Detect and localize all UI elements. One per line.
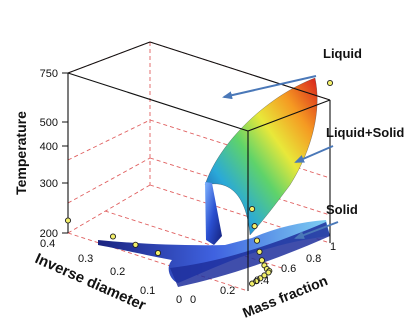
x-axis-ticks: 0 0.2 0.4 0.6 0.8 1 [190, 241, 336, 306]
eutectic-data-point [265, 269, 272, 276]
z-axis-title: Temperature [13, 111, 29, 195]
liquidus-data-point [256, 248, 263, 255]
region-label-liquid-solid: Liquid+Solid [326, 125, 404, 140]
y-tick-0: 0 [176, 294, 182, 306]
y-tick-0.2: 0.2 [110, 266, 125, 278]
z-tick-750: 750 [40, 68, 58, 80]
solid-arrow [294, 221, 339, 239]
liquidus-data-point [249, 205, 256, 213]
liquidus-left-wedge [205, 182, 222, 245]
solid-slab [170, 222, 330, 287]
x-tick-0: 0 [190, 294, 196, 306]
region-label-solid: Solid [326, 202, 358, 217]
region-label-liquid: Liquid [323, 46, 362, 61]
liquidus-surface [204, 77, 318, 236]
eutectic-data-point [261, 272, 268, 279]
liquidus-data-point [253, 237, 261, 244]
eutectic-data-point [132, 241, 139, 248]
eutectic-surface [98, 220, 330, 283]
y-tick-0.4: 0.4 [40, 238, 55, 250]
x-tick-0.8: 0.8 [306, 253, 321, 265]
x-tick-0.2: 0.2 [220, 285, 235, 297]
data-points [64, 79, 334, 287]
box-frame [67, 41, 331, 291]
eutectic-data-point [109, 233, 117, 240]
liquid-solid-arrow [294, 145, 334, 163]
eutectic-data-point [154, 249, 162, 257]
x-tick-1: 1 [330, 241, 336, 253]
z-tick-200: 200 [40, 228, 58, 240]
eutectic-data-point [257, 275, 264, 282]
liquidus-data-point [251, 223, 258, 230]
x-tick-0.6: 0.6 [281, 263, 296, 275]
z-tick-500: 500 [40, 117, 58, 129]
z-tick-400: 400 [40, 141, 58, 153]
y-tick-0.1: 0.1 [140, 285, 155, 297]
y-axis-ticks: 0.4 0.3 0.2 0.1 0 [40, 238, 182, 306]
z-axis-ticks: 750 500 400 300 200 [40, 68, 68, 240]
liquid-arrow [222, 75, 317, 100]
liquidus-data-point [326, 79, 334, 87]
y-tick-0.3: 0.3 [78, 253, 93, 265]
z-tick-300: 300 [40, 178, 58, 190]
x-tick-0.4: 0.4 [254, 275, 269, 287]
eutectic-data-point [253, 278, 260, 285]
liquidus-data-point [258, 257, 265, 264]
eutectic-data-point [64, 217, 72, 224]
